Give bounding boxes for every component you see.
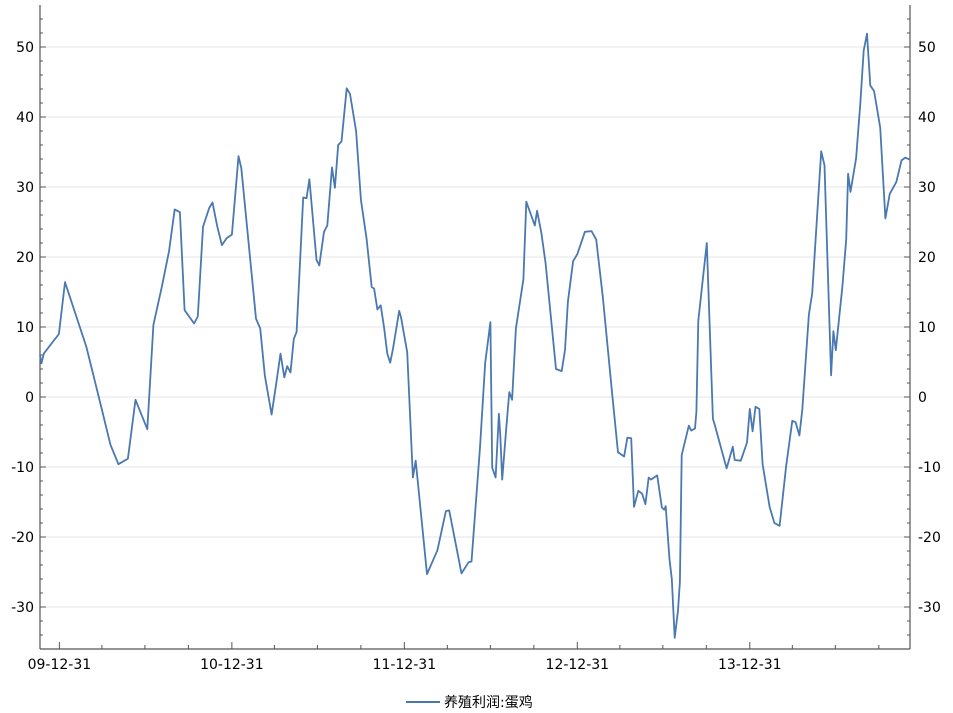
y-tick-label-right: 30: [918, 180, 936, 196]
y-tick-label-right: 40: [918, 110, 936, 126]
y-tick-label-left: 50: [16, 40, 34, 56]
x-tick-label: 13-12-31: [718, 657, 782, 673]
x-tick-label: 11-12-31: [373, 657, 437, 673]
y-tick-label-right: 0: [918, 390, 927, 406]
y-tick-label-right: 20: [918, 250, 936, 266]
y-tick-label-left: -10: [11, 460, 34, 476]
y-tick-label-left: 40: [16, 110, 34, 126]
y-tick-label-right: -10: [918, 460, 941, 476]
y-tick-label-left: -30: [11, 600, 34, 616]
y-tick-label-right: -30: [918, 600, 941, 616]
x-tick-label: 12-12-31: [546, 657, 610, 673]
x-tick-label: 10-12-31: [200, 657, 264, 673]
y-tick-label-left: 0: [25, 390, 34, 406]
y-tick-label-right: 10: [918, 320, 936, 336]
y-tick-label-left: 10: [16, 320, 34, 336]
x-tick-label: 09-12-31: [28, 657, 92, 673]
y-tick-label-left: 30: [16, 180, 34, 196]
y-tick-label-left: 20: [16, 250, 34, 266]
legend-label: 养殖利润:蛋鸡: [444, 694, 533, 711]
y-tick-label-left: -20: [11, 530, 34, 546]
y-tick-label-right: -20: [918, 530, 941, 546]
y-tick-label-right: 50: [918, 40, 936, 56]
series-line: [39, 32, 911, 639]
